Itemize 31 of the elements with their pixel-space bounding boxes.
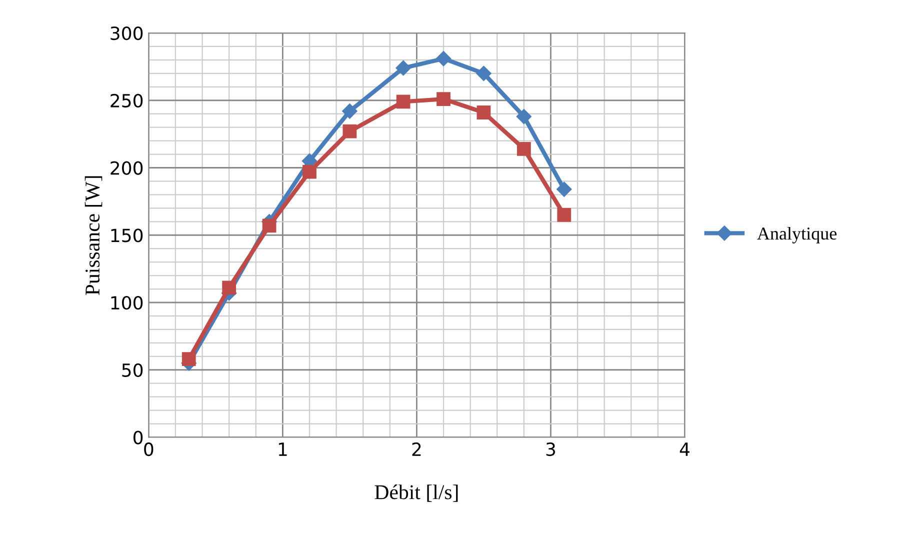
point	[342, 104, 358, 119]
point	[262, 218, 276, 233]
point	[396, 94, 410, 109]
x-tick-label: 1	[278, 442, 287, 456]
point	[516, 142, 531, 156]
x-tick-label: 2	[412, 442, 421, 456]
point	[476, 66, 492, 81]
point	[516, 108, 532, 124]
point	[436, 92, 450, 106]
y-tick-label: 150	[111, 228, 143, 242]
point	[302, 164, 316, 179]
y-tick-label: 250	[110, 94, 143, 108]
x-tick-label: 4	[680, 442, 690, 456]
legend-label: Analytique	[757, 226, 837, 244]
x-tick-label: 0	[144, 442, 154, 456]
y-tick-label: 200	[110, 161, 143, 175]
point	[476, 106, 491, 120]
y-axis-title: Puissance [W]	[84, 176, 102, 295]
point	[222, 280, 236, 295]
y-tick-label: 50	[122, 363, 143, 377]
point	[342, 124, 357, 138]
y-tick-label: 100	[111, 296, 143, 310]
y-tick-label: 0	[134, 430, 143, 444]
x-axis-title: Débit [l/s]	[374, 484, 458, 502]
x-tick-label: 3	[546, 442, 556, 456]
point	[557, 208, 572, 222]
y-tick-label: 300	[110, 26, 143, 40]
point	[182, 352, 196, 366]
point	[556, 182, 572, 197]
point	[396, 60, 411, 76]
point	[436, 51, 452, 66]
